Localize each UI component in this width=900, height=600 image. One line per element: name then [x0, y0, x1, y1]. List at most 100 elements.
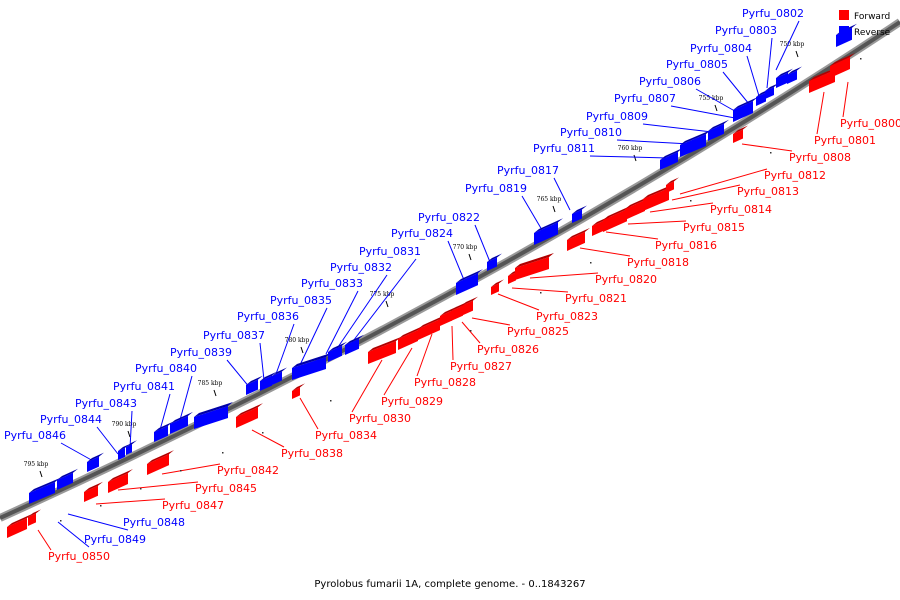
reverse-connector [766, 37, 773, 89]
gene-top [603, 205, 632, 220]
forward-gene-block [147, 450, 174, 475]
forward-connector [579, 247, 631, 257]
gene-top [787, 66, 802, 75]
reverse-gene-block [328, 341, 347, 362]
reverse-connector [57, 521, 90, 548]
reverse-gene-block [456, 269, 483, 295]
forward-gene-label: Pyrfu_0812 [764, 169, 826, 182]
reverse-gene-label: Pyrfu_0831 [359, 245, 421, 258]
reverse-gene-block [170, 411, 193, 434]
forward-gene-block [418, 315, 445, 340]
gene-front [29, 482, 55, 504]
gene-front [603, 209, 627, 232]
gene-top [368, 337, 401, 352]
reverse-gene-label: Pyrfu_0819 [465, 182, 527, 195]
reverse-connector [616, 139, 691, 145]
legend-forward-label: Forward [854, 12, 890, 22]
gene-front [776, 72, 788, 88]
reverse-connector [642, 123, 713, 133]
forward-gene-block [28, 509, 41, 526]
reverse-connector [589, 155, 669, 159]
forward-gene-label: Pyrfu_0830 [349, 412, 411, 425]
reverse-connector [349, 258, 417, 346]
forward-connector [416, 333, 433, 377]
reverse-gene-label: Pyrfu_0805 [666, 58, 728, 71]
gene-top [57, 468, 78, 480]
gene-top [660, 147, 683, 160]
reverse-gene-block [765, 82, 779, 99]
reverse-gene-block [292, 353, 331, 380]
forward-gene-block [292, 383, 305, 399]
tick-mark [468, 253, 472, 261]
forward-gene-label: Pyrfu_0827 [450, 360, 512, 373]
gene-blocks [7, 23, 857, 538]
forward-gene-label: Pyrfu_0842 [217, 464, 279, 477]
forward-gene-label: Pyrfu_0821 [565, 292, 627, 305]
forward-connector [627, 220, 687, 225]
forward-connector [95, 498, 166, 505]
forward-gene-block [733, 125, 748, 143]
reverse-connector [299, 307, 328, 366]
reverse-gene-block [487, 253, 502, 271]
tick-mark [385, 300, 389, 308]
gene-top [87, 452, 104, 462]
reverse-gene-block [118, 443, 130, 460]
tick-mark [633, 154, 637, 162]
legend-reverse-swatch [839, 26, 849, 36]
gene-front [108, 473, 128, 493]
tick-mark [552, 205, 556, 213]
reverse-gene-label: Pyrfu_0804 [690, 42, 752, 55]
track-dot [590, 262, 592, 264]
legend-reverse-label: Reverse [854, 28, 891, 38]
gene-top [572, 205, 587, 214]
forward-connector [605, 231, 659, 240]
tick-label: 785 kbp [198, 380, 223, 387]
gene-front [733, 101, 753, 122]
gene-top [170, 411, 193, 424]
reverse-gene-block [246, 375, 263, 395]
reverse-connector [722, 71, 750, 105]
gene-top [733, 125, 748, 134]
tick-label: 760 kbp [618, 145, 643, 152]
label-connectors [37, 20, 862, 551]
reverse-gene-label: Pyrfu_0802 [742, 7, 804, 20]
gene-front [515, 257, 549, 280]
gene-front [418, 319, 440, 340]
forward-gene-block [368, 337, 401, 364]
gene-top [84, 481, 103, 492]
reverse-gene-block [29, 478, 60, 504]
reverse-connector [335, 274, 388, 351]
forward-gene-block [830, 53, 855, 78]
forward-connector [497, 293, 540, 311]
gene-front [461, 300, 473, 316]
reverse-gene-label: Pyrfu_0849 [84, 533, 146, 546]
gene-front [368, 341, 396, 364]
track-dot [540, 292, 542, 294]
reverse-gene-label: Pyrfu_0841 [113, 380, 175, 393]
gene-front [126, 444, 132, 455]
gene-top [272, 367, 287, 376]
gene-top [680, 130, 711, 145]
gene-top [666, 177, 679, 185]
gene-top [733, 97, 758, 110]
gene-front [491, 283, 499, 295]
gene-top [456, 269, 483, 283]
gene-front [328, 345, 342, 362]
gene-front [292, 357, 326, 380]
reverse-gene-block [708, 119, 729, 141]
forward-gene-block [491, 279, 504, 295]
gene-top [515, 253, 554, 268]
gene-top [7, 514, 32, 527]
gene-front [508, 272, 516, 284]
reverse-connector [670, 105, 736, 119]
forward-gene-block [7, 514, 32, 538]
forward-gene-label: Pyrfu_0845 [195, 482, 257, 495]
reverse-gene-block [126, 440, 137, 455]
tick-mark [127, 430, 131, 438]
gene-top [567, 227, 590, 240]
gene-front [809, 70, 835, 93]
reverse-gene-label: Pyrfu_0811 [533, 142, 595, 155]
gene-front [147, 454, 169, 475]
track-dot [222, 452, 224, 454]
